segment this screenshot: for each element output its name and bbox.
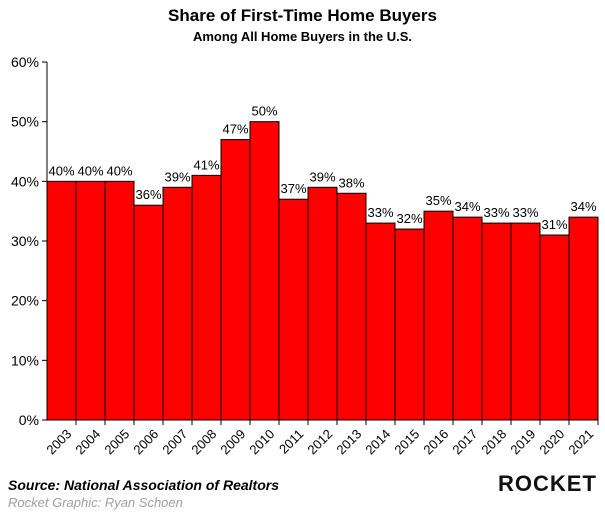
x-tick-label: 2008 <box>188 426 219 457</box>
bar-value-label: 35% <box>425 193 451 208</box>
chart-subtitle: Among All Home Buyers in the U.S. <box>192 29 413 44</box>
y-tick-label: 20% <box>11 293 39 309</box>
y-tick-label: 50% <box>11 114 39 130</box>
x-tick-label: 2003 <box>43 426 74 457</box>
bar-value-label: 33% <box>512 205 538 220</box>
bar-value-label: 50% <box>251 104 277 119</box>
y-tick-label: 0% <box>19 412 39 428</box>
y-tick-label: 60% <box>11 54 39 70</box>
bar-value-label: 33% <box>483 205 509 220</box>
bar <box>481 222 512 421</box>
x-tick-label: 2009 <box>217 426 248 457</box>
bar <box>191 174 222 421</box>
bar <box>423 210 454 421</box>
x-tick-label: 2017 <box>449 426 480 457</box>
bar-value-label: 31% <box>541 217 567 232</box>
bar <box>452 216 483 421</box>
y-tick-label: 30% <box>11 233 39 249</box>
bar-value-label: 39% <box>164 169 190 184</box>
bar-value-label: 40% <box>48 163 74 178</box>
x-tick-label: 2020 <box>536 426 567 457</box>
bar <box>365 222 396 421</box>
x-tick-label: 2019 <box>507 426 538 457</box>
bar-value-label: 40% <box>106 163 132 178</box>
bar <box>104 180 135 421</box>
x-tick-label: 2004 <box>72 426 103 457</box>
bar <box>249 121 280 421</box>
bar-value-label: 40% <box>77 163 103 178</box>
bar-chart: 0% 10% 20% 30% 40% 50% 60% 40% 2003 40% 2004 40% 200… <box>11 54 599 457</box>
x-tick-label: 2011 <box>276 426 306 456</box>
x-tick-label: 2014 <box>362 426 393 457</box>
bar <box>75 180 106 421</box>
bar <box>510 222 541 421</box>
bar-value-label: 47% <box>222 122 248 137</box>
bar <box>394 228 425 421</box>
y-tick-label: 10% <box>11 352 39 368</box>
rocket-logo: ROCKET <box>498 471 597 496</box>
source-note: Source: National Association of Realtors <box>8 477 279 493</box>
x-tick-label: 2007 <box>159 426 190 457</box>
bar-value-label: 36% <box>135 187 161 202</box>
x-tick-label: 2016 <box>420 426 451 457</box>
x-tick-label: 2012 <box>304 426 335 457</box>
x-tick-label: 2015 <box>391 426 422 457</box>
x-tick-label: 2005 <box>101 426 132 457</box>
bar <box>133 204 164 421</box>
x-tick-label: 2006 <box>130 426 161 457</box>
bar <box>539 234 570 421</box>
bar-value-label: 34% <box>570 199 596 214</box>
bar <box>336 192 367 421</box>
bar-value-label: 39% <box>309 169 335 184</box>
bar <box>46 180 77 421</box>
x-tick-label: 2018 <box>478 426 509 457</box>
bar-value-label: 37% <box>280 181 306 196</box>
x-tick-label: 2013 <box>333 426 364 457</box>
graphic-credit: Rocket Graphic: Ryan Schoen <box>8 495 183 510</box>
x-tick-label: 2010 <box>246 426 277 457</box>
bar-value-label: 38% <box>338 175 364 190</box>
bar <box>220 139 251 421</box>
bar-value-label: 34% <box>454 199 480 214</box>
y-tick-label: 40% <box>11 173 39 189</box>
bar <box>307 186 338 421</box>
bar <box>162 186 193 421</box>
bar-value-label: 33% <box>367 205 393 220</box>
bar-value-label: 41% <box>193 157 219 172</box>
x-tick-label: 2021 <box>565 426 596 457</box>
bar <box>278 198 309 421</box>
bar <box>568 216 599 421</box>
chart-title: Share of First-Time Home Buyers <box>168 6 437 25</box>
bar-value-label: 32% <box>396 211 422 226</box>
